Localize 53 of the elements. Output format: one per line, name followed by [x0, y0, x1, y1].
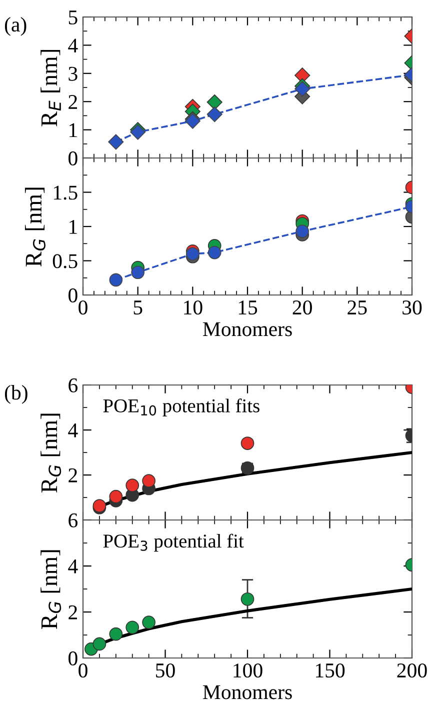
y-tick-label: 4 — [68, 560, 78, 574]
point — [92, 637, 106, 651]
y-tick-label: 6 — [68, 378, 78, 392]
x-tick-label: 15 — [238, 300, 258, 315]
y-tick-label: 1.5 — [54, 186, 78, 200]
point — [142, 616, 156, 630]
y-axis-title: R$_{E}$ [nm] — [40, 50, 61, 126]
x-tick-label: 200 — [397, 663, 427, 678]
point — [142, 474, 156, 488]
point — [109, 490, 123, 504]
x-tick-label: 150 — [316, 663, 345, 678]
x-tick-label: 50 — [156, 663, 175, 678]
y-tick-label: 0 — [68, 651, 78, 666]
y-tick-label: 2 — [68, 605, 77, 620]
x-tick-label: 25 — [348, 300, 367, 315]
y-axis-title: R$_{G}$ [nm] — [24, 188, 46, 267]
point — [126, 478, 140, 492]
y-tick-label: 4 — [68, 38, 78, 52]
y-tick-label: 5 — [68, 10, 78, 24]
text: (b) — [4, 385, 28, 404]
point — [108, 134, 124, 150]
y-tick-label: 2 — [68, 468, 77, 482]
y-tick-label: 6 — [68, 513, 78, 528]
x-tick-label: 30 — [402, 300, 422, 315]
x-axis-title: Monomers — [202, 685, 292, 700]
x-tick-label: 5 — [134, 300, 142, 315]
annotation: POE$_{10}$ potential fits — [103, 398, 260, 416]
y-tick-label: 0 — [68, 151, 78, 166]
point — [206, 106, 222, 122]
y-tick-label: 3 — [68, 66, 78, 81]
x-tick-label: 10 — [184, 300, 202, 315]
y-tick-label: 1 — [70, 220, 77, 234]
x-tick-label: 20 — [292, 300, 312, 315]
text: (a) — [4, 17, 26, 36]
point — [186, 247, 200, 261]
x-tick-label: 100 — [234, 663, 262, 678]
x-axis-title: Monomers — [202, 322, 292, 336]
point — [208, 246, 222, 260]
point — [126, 620, 140, 634]
y-tick-label: 4 — [68, 424, 78, 438]
y-axis-title: R$_{G}$ [nm] — [40, 414, 62, 493]
y-tick-label: 0.5 — [52, 254, 78, 268]
point — [240, 436, 254, 450]
annotation: POE$_{3}$ potential fit — [103, 534, 244, 552]
point — [131, 266, 145, 280]
point — [109, 627, 123, 641]
point — [206, 94, 222, 110]
y-tick-label: 0 — [68, 288, 78, 302]
point — [240, 592, 254, 606]
y-tick-label: 1 — [70, 123, 77, 138]
y-axis-title: R$_{G}$ [nm] — [40, 550, 62, 630]
y-tick-label: 2 — [68, 95, 77, 109]
point — [109, 273, 123, 287]
